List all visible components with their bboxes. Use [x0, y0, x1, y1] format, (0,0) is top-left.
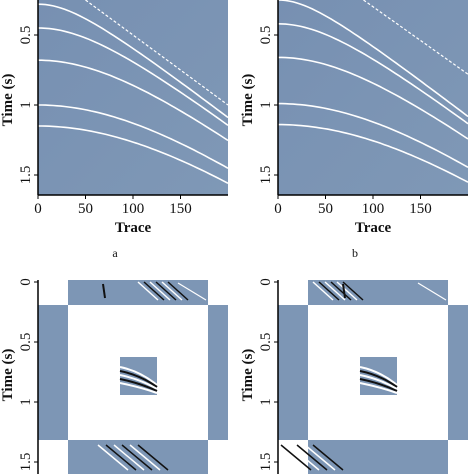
strip-event: [167, 281, 189, 301]
strip-event: [137, 281, 159, 301]
caption: a: [112, 246, 118, 260]
strip-event: [105, 444, 137, 471]
y-tick-label: 0: [258, 278, 274, 286]
center-event: [359, 370, 398, 388]
y-tick-label: 0.5: [258, 26, 274, 45]
strip-right: [448, 305, 468, 440]
x-tick-label: 100: [122, 201, 145, 217]
y-tick-label: 1: [18, 101, 34, 109]
y-tick-label: 0: [18, 278, 34, 286]
center-event: [359, 366, 398, 386]
x-tick-label: 50: [318, 201, 333, 217]
x-axis-label: Trace: [355, 220, 392, 236]
y-tick-label: 1.5: [258, 453, 274, 472]
strip-event: [296, 444, 328, 471]
center-event: [119, 378, 158, 392]
y-axis-label: Time (s): [0, 349, 16, 402]
center-event: [119, 366, 158, 386]
seismic-bg: [278, 0, 468, 195]
x-axis-label: Trace: [115, 220, 152, 236]
y-axis-label: Time (s): [0, 74, 16, 127]
reflection: [278, 102, 468, 169]
center-event: [359, 382, 398, 394]
strip-right: [208, 305, 228, 440]
y-axis-label: Time (s): [240, 349, 256, 402]
strip-event: [149, 281, 171, 301]
y-tick-label: 0.5: [18, 333, 34, 352]
strip-left: [278, 305, 308, 440]
reflection: [38, 27, 228, 126]
reflection: [278, 0, 468, 118]
y-tick-label: 1: [258, 101, 274, 109]
y-tick-label: 1.5: [18, 453, 34, 472]
center-event: [359, 374, 398, 390]
center-event: [119, 370, 158, 388]
strip-event: [324, 281, 346, 301]
y-tick-label: 1.5: [18, 166, 34, 185]
panel-image: [278, 0, 468, 195]
reflection: [278, 23, 468, 125]
x-tick-label: 50: [78, 201, 93, 217]
seismic-bg: [38, 0, 228, 195]
strip-event: [155, 281, 177, 301]
y-tick-label: 0.5: [258, 333, 274, 352]
x-tick-label: 150: [409, 201, 432, 217]
strip-event: [417, 282, 447, 301]
reflection: [38, 59, 228, 142]
strip-left: [38, 305, 68, 440]
reflection: [38, 104, 228, 169]
strip-event: [121, 444, 153, 471]
strip-top: [308, 280, 448, 305]
strip-event: [330, 281, 352, 301]
reflection: [38, 125, 228, 185]
x-tick-label: 0: [34, 201, 42, 217]
y-tick-label: 1: [258, 398, 274, 406]
strip-event: [342, 283, 346, 299]
strip-event: [288, 444, 320, 471]
strip-event: [143, 281, 165, 301]
center-event: [119, 382, 158, 394]
direct-wave: [85, 0, 228, 106]
y-tick-label: 1: [18, 398, 34, 406]
center-event: [119, 374, 158, 390]
strip-event: [102, 283, 106, 299]
strip-event: [161, 281, 183, 301]
strip-event: [97, 444, 129, 471]
strip-event: [280, 444, 312, 471]
strip-event: [278, 448, 304, 471]
strip-event: [177, 282, 207, 301]
strip-event: [304, 444, 336, 471]
y-tick-label: 0.5: [18, 26, 34, 45]
y-axis-label: Time (s): [240, 74, 256, 127]
panel-image: [278, 280, 468, 474]
strip-bottom: [308, 440, 448, 474]
reflection: [278, 56, 468, 140]
strip-top: [68, 280, 208, 305]
direct-wave: [363, 0, 468, 75]
x-tick-label: 100: [362, 201, 385, 217]
reflection: [278, 123, 468, 183]
strip-event: [312, 444, 344, 471]
panel-image: [38, 0, 228, 195]
strip-event: [129, 444, 161, 471]
caption: b: [352, 246, 358, 260]
strip-event: [113, 444, 145, 471]
reflection: [38, 3, 228, 119]
x-tick-label: 150: [169, 201, 192, 217]
strip-event: [336, 281, 358, 301]
strip-event: [312, 281, 334, 301]
panel-image: [38, 280, 228, 474]
center-event: [359, 378, 398, 392]
strip-event: [318, 281, 340, 301]
x-tick-label: 0: [274, 201, 282, 217]
y-tick-label: 1.5: [258, 166, 274, 185]
strip-event: [342, 281, 364, 301]
strip-event: [137, 444, 169, 471]
